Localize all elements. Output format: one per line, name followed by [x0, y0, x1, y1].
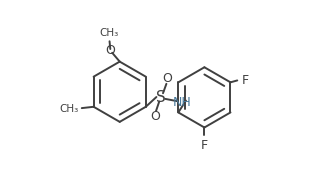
Text: O: O — [105, 44, 115, 57]
Text: CH₃: CH₃ — [99, 28, 119, 38]
Text: CH₃: CH₃ — [59, 104, 79, 114]
Text: NH: NH — [172, 96, 191, 109]
Text: O: O — [150, 110, 160, 123]
Text: F: F — [201, 139, 208, 152]
Text: O: O — [162, 72, 172, 85]
Text: S: S — [156, 90, 166, 105]
Text: F: F — [242, 74, 248, 87]
